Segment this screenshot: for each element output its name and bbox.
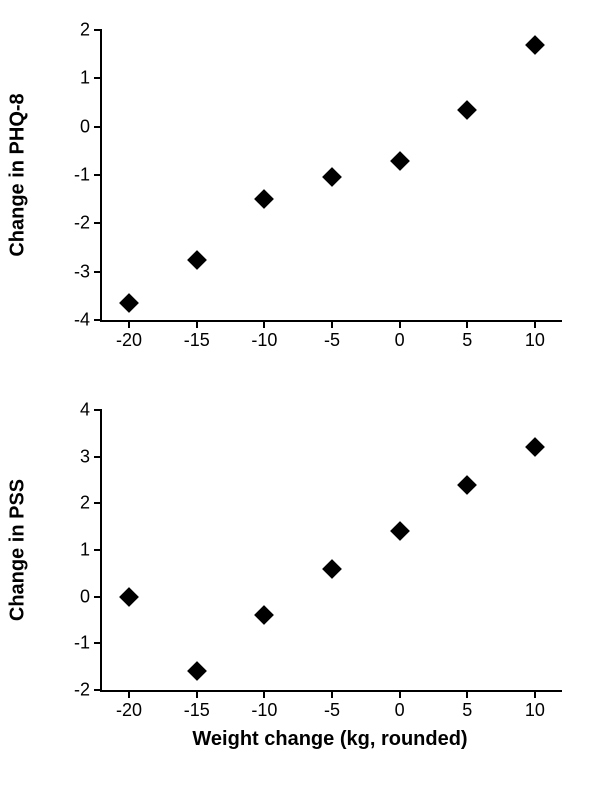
x-tick (196, 320, 198, 328)
data-point (119, 293, 139, 313)
y-tick (94, 596, 102, 598)
y-tick-label: -1 (74, 165, 90, 186)
y-tick (94, 642, 102, 644)
y-tick-label: 2 (80, 20, 90, 41)
x-axis-label: Weight change (kg, rounded) (192, 728, 467, 751)
y-tick-label: 4 (80, 400, 90, 421)
x-tick-label: 10 (525, 330, 545, 351)
x-tick-label: -20 (116, 700, 142, 721)
y-tick-label: -1 (74, 633, 90, 654)
x-tick (128, 690, 130, 698)
x-tick (534, 690, 536, 698)
y-tick-label: -4 (74, 310, 90, 331)
y-tick-label: 1 (80, 540, 90, 561)
data-point (322, 559, 342, 579)
x-tick (263, 690, 265, 698)
x-tick (466, 320, 468, 328)
y-tick (94, 77, 102, 79)
chart-panel-0: -20-15-10-50510-4-3-2-1012 Change in PHQ-… (0, 30, 604, 320)
x-tick-label: -15 (184, 700, 210, 721)
x-tick (128, 320, 130, 328)
y-tick-label: 0 (80, 586, 90, 607)
x-tick (196, 690, 198, 698)
y-tick-label: -2 (74, 213, 90, 234)
x-tick-label: -10 (251, 700, 277, 721)
x-tick-label: 0 (395, 700, 405, 721)
y-axis-label: Change in PSS (7, 479, 30, 621)
y-tick-label: -2 (74, 680, 90, 701)
x-tick (263, 320, 265, 328)
y-tick (94, 689, 102, 691)
x-tick (331, 690, 333, 698)
data-point (187, 661, 207, 681)
plot-area: -20-15-10-50510-2-101234 (100, 410, 562, 692)
y-tick (94, 549, 102, 551)
x-tick (399, 690, 401, 698)
data-point (254, 189, 274, 209)
data-point (322, 168, 342, 188)
y-tick (94, 456, 102, 458)
data-point (187, 250, 207, 270)
y-tick (94, 502, 102, 504)
x-tick (331, 320, 333, 328)
x-tick-label: -5 (324, 330, 340, 351)
y-tick (94, 271, 102, 273)
y-tick-label: 3 (80, 446, 90, 467)
data-point (254, 605, 274, 625)
x-tick-label: -20 (116, 330, 142, 351)
y-tick-label: 2 (80, 493, 90, 514)
x-tick (534, 320, 536, 328)
data-point (390, 151, 410, 171)
data-point (390, 521, 410, 541)
y-tick-label: -3 (74, 261, 90, 282)
x-tick-label: 0 (395, 330, 405, 351)
y-tick (94, 126, 102, 128)
y-tick (94, 174, 102, 176)
x-tick-label: -10 (251, 330, 277, 351)
x-tick-label: 5 (462, 700, 472, 721)
y-tick (94, 409, 102, 411)
x-tick-label: -15 (184, 330, 210, 351)
data-point (525, 437, 545, 457)
x-tick-label: 5 (462, 330, 472, 351)
x-tick (466, 690, 468, 698)
x-tick (399, 320, 401, 328)
y-tick-label: 0 (80, 116, 90, 137)
data-point (457, 100, 477, 120)
data-point (119, 587, 139, 607)
x-tick-label: -5 (324, 700, 340, 721)
data-point (457, 475, 477, 495)
y-tick (94, 222, 102, 224)
y-tick-label: 1 (80, 68, 90, 89)
y-tick (94, 29, 102, 31)
y-axis-label: Change in PHQ-8 (7, 93, 30, 256)
data-point (525, 35, 545, 55)
y-tick (94, 319, 102, 321)
x-tick-label: 10 (525, 700, 545, 721)
chart-panel-1: -20-15-10-50510-2-101234Change in PSSWei… (0, 410, 604, 690)
plot-area: -20-15-10-50510-4-3-2-1012 (100, 30, 562, 322)
